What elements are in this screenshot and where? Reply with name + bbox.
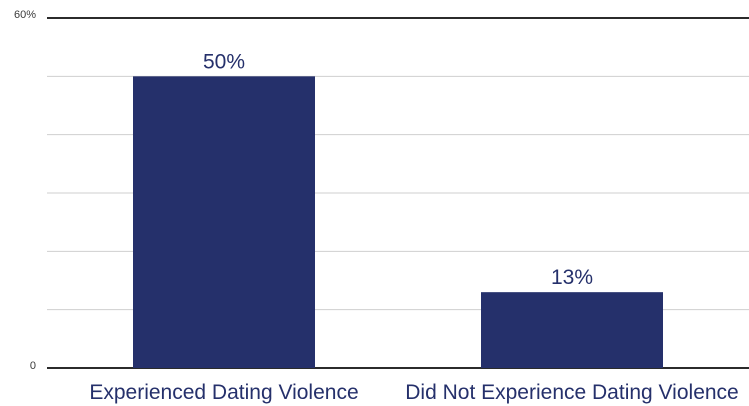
data-label-experienced: 50% xyxy=(203,50,245,73)
bar-did-not-experience xyxy=(481,292,663,368)
y-tick-label-min: 0 xyxy=(30,360,36,372)
data-labels: 50% 13% xyxy=(203,50,593,289)
bar-experienced xyxy=(133,76,315,368)
category-label-did-not-experience: Did Not Experience Dating Violence xyxy=(405,381,738,404)
data-label-did-not-experience: 13% xyxy=(551,266,593,289)
y-tick-label-max: 60% xyxy=(14,9,36,21)
bars xyxy=(133,76,663,368)
category-label-experienced: Experienced Dating Violence xyxy=(89,381,358,404)
